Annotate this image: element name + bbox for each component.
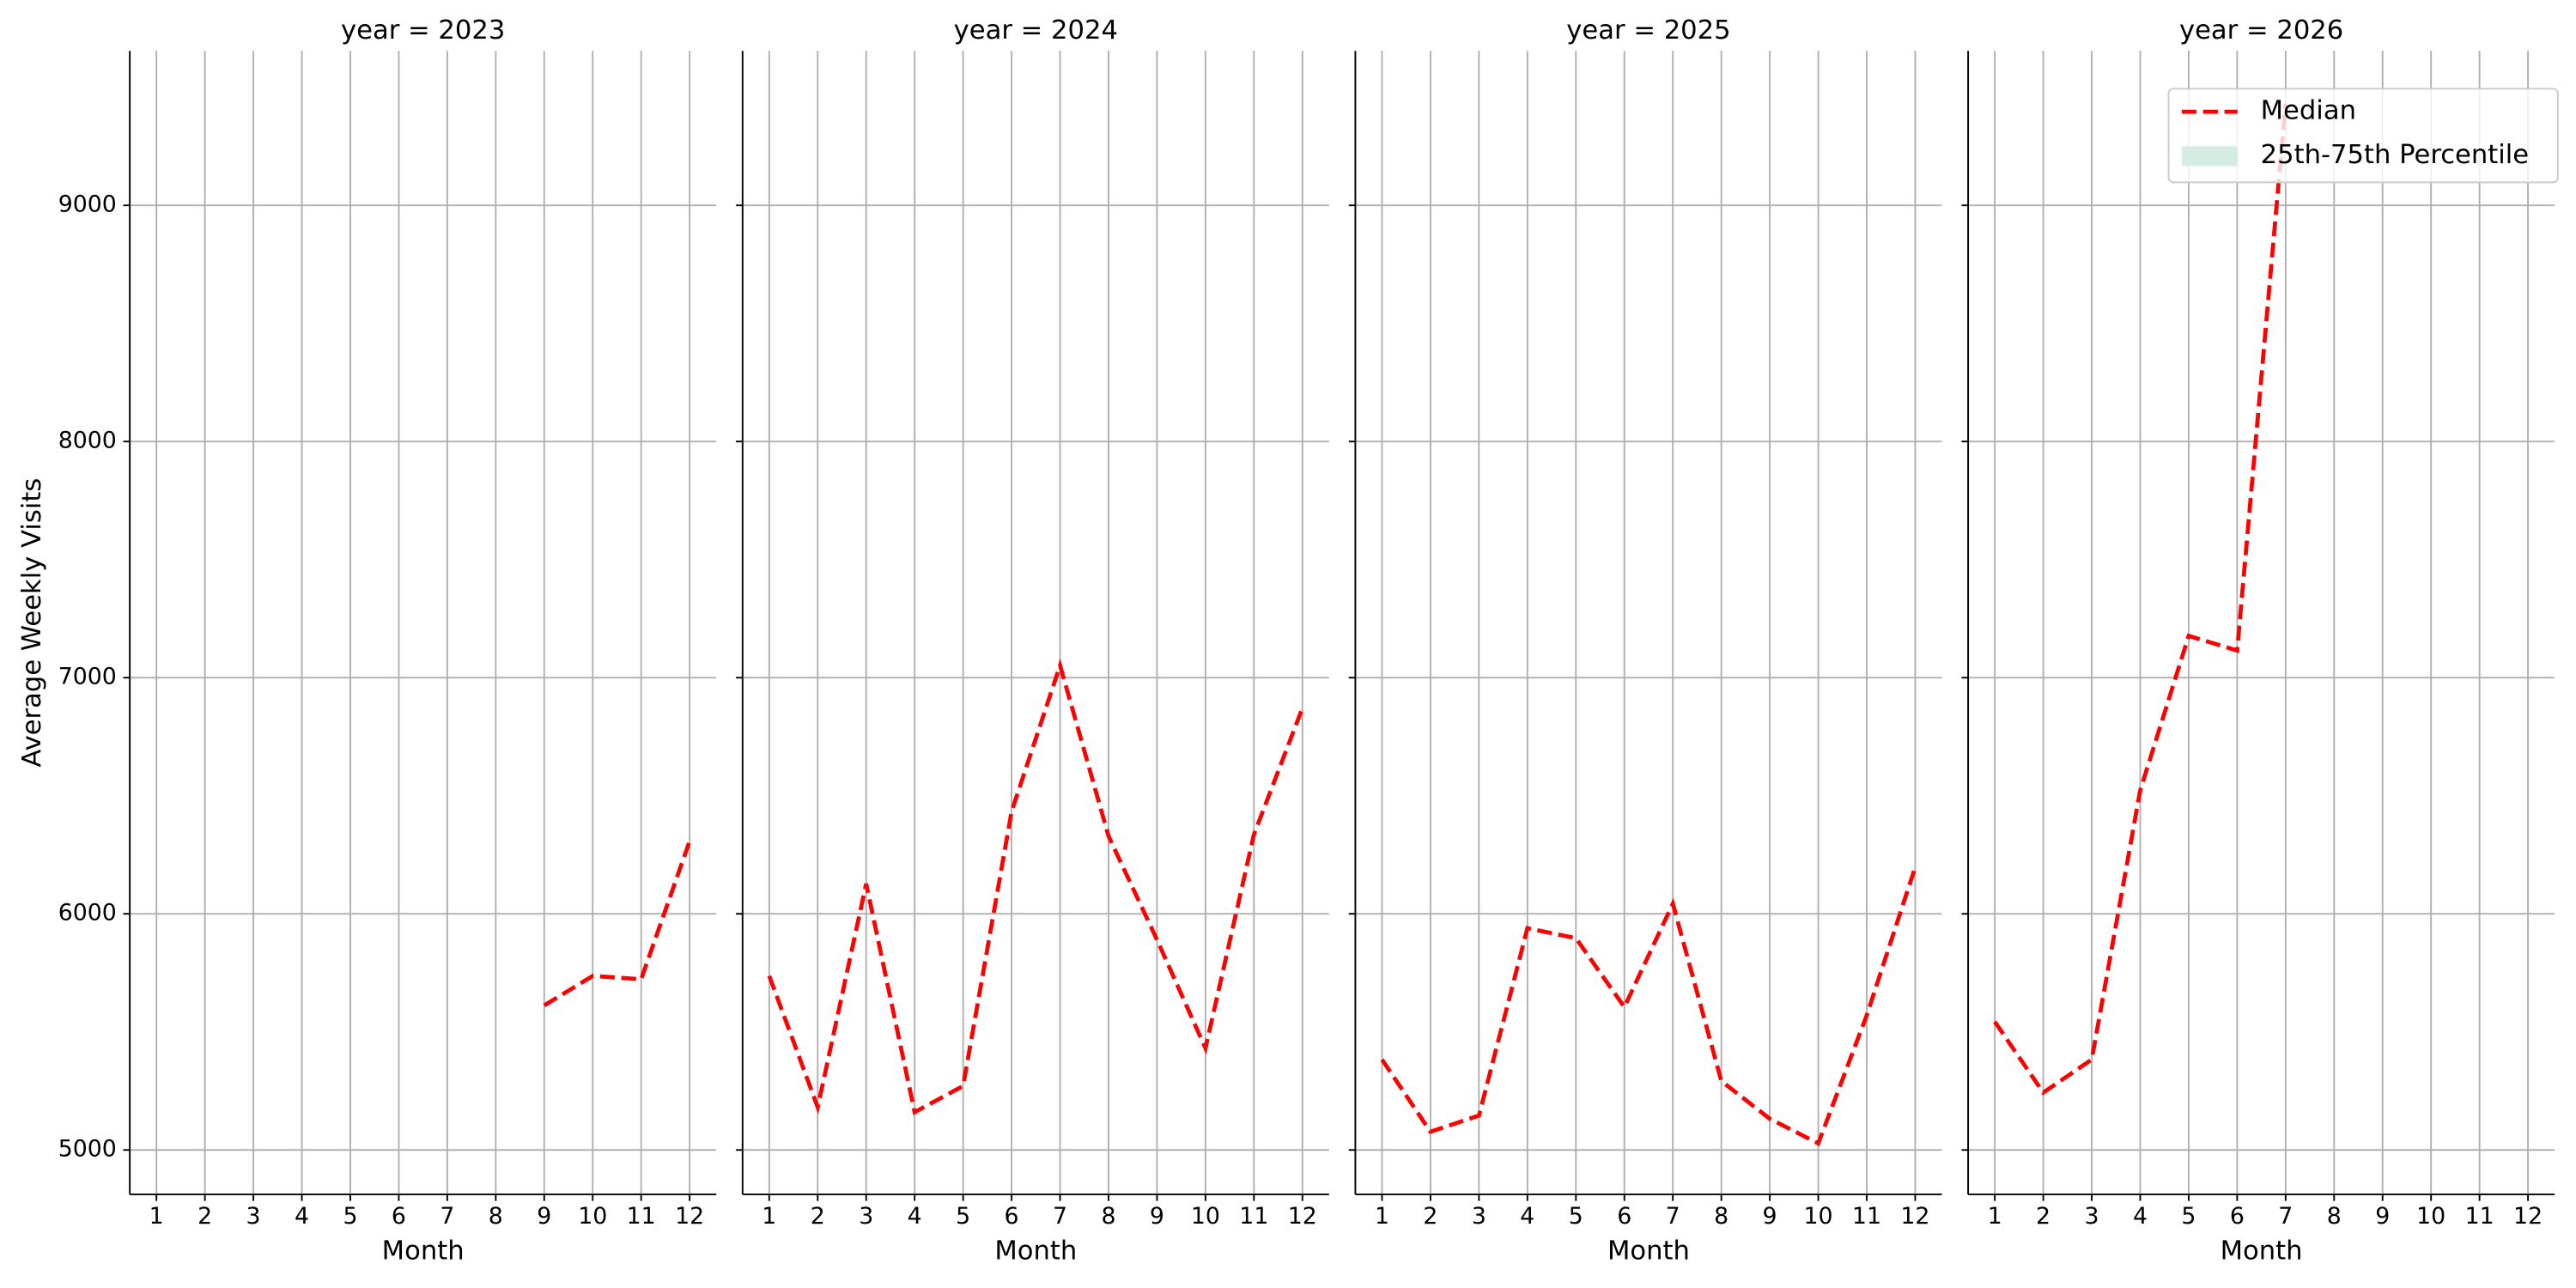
- facet-title: year = 2023: [341, 15, 505, 46]
- x-tick-label: 6: [1005, 1203, 1019, 1230]
- x-tick-label: 9: [2375, 1203, 2390, 1230]
- x-tick-label: 12: [1288, 1203, 1317, 1230]
- x-tick-label: 1: [149, 1203, 164, 1230]
- x-axis-label: Month: [382, 1236, 465, 1266]
- x-tick-label: 2: [197, 1203, 212, 1230]
- x-tick-label: 12: [1900, 1203, 1929, 1230]
- facet-title: year = 2026: [2179, 15, 2343, 46]
- y-tick-label: 6000: [58, 900, 117, 927]
- median-line: [1380, 866, 1917, 1146]
- facet-title: year = 2024: [954, 15, 1118, 46]
- x-tick-label: 4: [295, 1203, 309, 1230]
- x-tick-label: 5: [1569, 1203, 1583, 1230]
- x-tick-label: 5: [956, 1203, 970, 1230]
- x-tick-label: 3: [859, 1203, 873, 1230]
- x-tick-label: 6: [392, 1203, 406, 1230]
- x-tick-label: 12: [2513, 1203, 2543, 1230]
- y-tick-label: 5000: [58, 1136, 117, 1163]
- x-tick-label: 11: [1852, 1203, 1881, 1230]
- y-tick-label: 7000: [58, 664, 117, 690]
- x-tick-label: 8: [2327, 1203, 2342, 1230]
- legend-swatch: [2181, 146, 2238, 167]
- facet-title: year = 2025: [1566, 15, 1730, 46]
- x-tick-label: 7: [440, 1203, 454, 1230]
- x-tick-label: 7: [1666, 1203, 1680, 1230]
- median-line: [767, 658, 1305, 1115]
- x-axis-label: Month: [1607, 1236, 1690, 1266]
- x-tick-label: 8: [1714, 1203, 1728, 1230]
- x-tick-label: 6: [2230, 1203, 2245, 1230]
- x-tick-label: 4: [2133, 1203, 2148, 1230]
- legend-label: 25th-75th Percentile: [2261, 140, 2530, 170]
- x-tick-label: 1: [1988, 1203, 2002, 1230]
- x-tick-label: 6: [1617, 1203, 1631, 1230]
- x-tick-label: 2: [1423, 1203, 1437, 1230]
- legend-box: [2167, 88, 2559, 184]
- x-tick-label: 5: [2181, 1203, 2196, 1230]
- x-tick-label: 8: [1101, 1203, 1115, 1230]
- x-tick-label: 12: [675, 1203, 704, 1230]
- legend-label: Median: [2261, 96, 2356, 126]
- x-tick-label: 9: [1763, 1203, 1777, 1230]
- x-tick-label: 1: [1375, 1203, 1389, 1230]
- x-tick-label: 10: [2416, 1203, 2445, 1230]
- x-tick-label: 3: [1472, 1203, 1486, 1230]
- x-tick-label: 10: [1804, 1203, 1833, 1230]
- x-tick-label: 1: [762, 1203, 776, 1230]
- median-line: [1993, 103, 2288, 1096]
- x-tick-label: 10: [1191, 1203, 1220, 1230]
- x-tick-label: 10: [578, 1203, 607, 1230]
- x-tick-label: 4: [1520, 1203, 1534, 1230]
- y-axis-label: Average Weekly Visits: [17, 478, 47, 768]
- x-axis-label: Month: [994, 1236, 1077, 1266]
- x-axis-label: Month: [2221, 1236, 2303, 1266]
- x-tick-label: 3: [2085, 1203, 2099, 1230]
- x-tick-label: 5: [343, 1203, 357, 1230]
- x-tick-label: 7: [2278, 1203, 2293, 1230]
- x-tick-label: 9: [1150, 1203, 1164, 1230]
- x-tick-label: 4: [908, 1203, 922, 1230]
- x-tick-label: 9: [537, 1203, 551, 1230]
- x-tick-label: 2: [2036, 1203, 2050, 1230]
- x-tick-label: 11: [627, 1203, 656, 1230]
- x-tick-label: 3: [246, 1203, 261, 1230]
- x-tick-label: 2: [811, 1203, 825, 1230]
- y-tick-label: 9000: [58, 191, 117, 218]
- x-tick-label: 11: [2465, 1203, 2494, 1230]
- median-line: [543, 840, 692, 1007]
- x-tick-label: 7: [1053, 1203, 1067, 1230]
- x-tick-label: 11: [1239, 1203, 1268, 1230]
- x-tick-label: 8: [489, 1203, 503, 1230]
- y-tick-label: 8000: [58, 428, 117, 454]
